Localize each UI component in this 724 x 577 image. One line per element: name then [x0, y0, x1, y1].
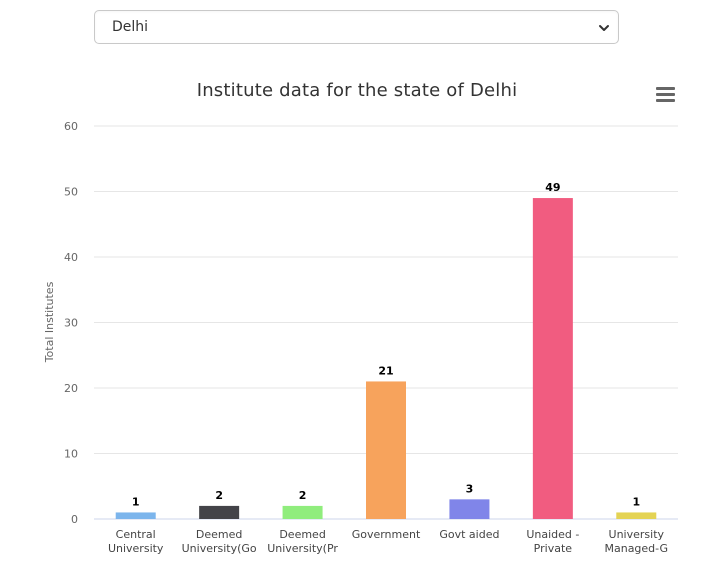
data-labels: 1 2 2 21 3 49 1 — [132, 181, 640, 508]
y-tick-label: 20 — [64, 382, 78, 395]
bars — [115, 198, 657, 520]
x-category-label: Unaided -Private — [526, 528, 579, 555]
data-label: 1 — [632, 495, 640, 508]
bar[interactable] — [115, 512, 156, 519]
chevron-down-icon — [599, 25, 609, 31]
hamburger-menu-icon — [656, 87, 675, 90]
bar[interactable] — [616, 512, 657, 519]
y-axis-title: Total Institutes — [43, 281, 56, 363]
y-tick-label: 50 — [64, 186, 78, 199]
data-label: 1 — [132, 495, 140, 508]
y-tick-label: 30 — [64, 317, 78, 330]
chart-title: Institute data for the state of Delhi — [196, 80, 518, 101]
x-category-label: Deemed University(Pr — [267, 528, 338, 555]
bar[interactable] — [532, 198, 573, 520]
y-axis-tick-labels: 0 10 20 30 40 50 60 — [64, 120, 78, 526]
x-category-label: University Managed-G — [604, 528, 668, 555]
x-category-label: Govt aided — [439, 528, 499, 541]
bar[interactable] — [449, 499, 490, 519]
y-tick-label: 10 — [64, 448, 78, 461]
bar[interactable] — [199, 505, 240, 519]
bar[interactable] — [282, 505, 323, 519]
data-label: 2 — [299, 489, 307, 502]
x-category-label: Deemed University(Go — [182, 528, 257, 555]
data-label: 3 — [466, 482, 474, 495]
state-select-value: Delhi — [112, 19, 149, 35]
data-label: 49 — [545, 181, 560, 194]
y-tick-label: 60 — [64, 120, 78, 133]
x-category-label: Government — [352, 528, 421, 541]
data-label: 2 — [215, 489, 223, 502]
state-select[interactable]: Delhi — [94, 10, 619, 44]
x-axis-category-labels: Central University Deemed University(Go Deem… — [108, 528, 668, 555]
y-tick-label: 40 — [64, 251, 78, 264]
y-tick-label: 0 — [71, 513, 78, 526]
x-category-label: Central University — [108, 528, 164, 555]
chart-menu-button[interactable] — [656, 87, 675, 103]
bar[interactable] — [366, 381, 406, 519]
data-label: 21 — [378, 364, 393, 377]
